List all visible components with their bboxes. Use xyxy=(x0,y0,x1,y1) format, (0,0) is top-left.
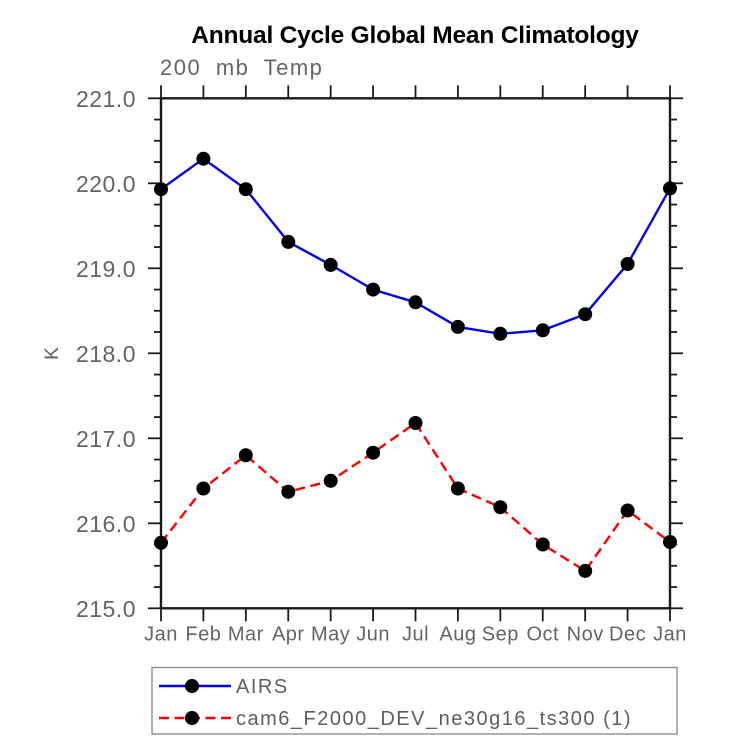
x-tick-label: Apr xyxy=(272,623,305,645)
cam6-data-point xyxy=(366,445,381,460)
x-tick-label: Dec xyxy=(609,623,646,645)
x-tick-label: Oct xyxy=(526,623,559,645)
x-tick-label: Jan xyxy=(144,623,178,645)
series-layer xyxy=(154,151,677,578)
y-tick-label: 215.0 xyxy=(76,596,136,622)
cam6-legend-marker xyxy=(185,711,199,725)
cam6-data-point xyxy=(323,473,338,488)
cam6-data-point xyxy=(154,535,168,550)
x-tick-label: May xyxy=(311,623,350,645)
y-tick-label: 217.0 xyxy=(76,426,136,452)
plot-frame xyxy=(159,97,672,610)
legend-item-airs: AIRS xyxy=(159,676,289,698)
y-tick-label: 220.0 xyxy=(76,171,136,197)
airs-data-point xyxy=(238,182,253,197)
x-tick-label: Feb xyxy=(185,623,221,645)
airs-data-point xyxy=(366,282,381,297)
airs-legend-label: AIRS xyxy=(236,676,289,698)
airs-legend-marker xyxy=(185,679,199,693)
cam6-data-point xyxy=(238,448,253,463)
cam6-legend-label: cam6_F2000_DEV_ne30g16_ts300 (1) xyxy=(236,708,632,730)
x-tick-label: Nov xyxy=(567,623,604,645)
airs-data-point xyxy=(408,295,423,310)
x-tick-label: Aug xyxy=(439,623,476,645)
y-tick-label: 218.0 xyxy=(76,341,136,367)
x-tick-label: Jun xyxy=(356,623,390,645)
y-tick-label: 221.0 xyxy=(76,86,136,112)
axes-layer: Jan Feb Mar Apr May Jun Jul Aug Sep Oct Nov Dec Jan 2… xyxy=(76,85,687,645)
cam6-data-point xyxy=(196,481,211,496)
cam6-data-point xyxy=(578,563,593,578)
x-tick-label: Jan xyxy=(653,623,687,645)
cam6-data-point xyxy=(493,500,508,515)
chart-subtitle: 200 mb Temp xyxy=(160,55,323,80)
airs-data-point xyxy=(620,257,635,271)
cam6-data-point xyxy=(450,481,465,496)
x-tick-label: Jul xyxy=(402,623,429,645)
x-tick-label: Sep xyxy=(482,623,519,645)
airs-data-point xyxy=(154,182,168,197)
airs-data-point xyxy=(535,323,550,338)
legend-box xyxy=(151,666,678,735)
cam6-data-point xyxy=(281,484,296,499)
cam6-data-point xyxy=(620,503,635,518)
airs-data-point xyxy=(493,326,508,341)
airs-data-point xyxy=(578,307,593,322)
airs-data-point xyxy=(450,319,465,334)
airs-data-point xyxy=(663,181,677,196)
chart-title: Annual Cycle Global Mean Climatology xyxy=(191,22,639,49)
y-axis-unit-label: K xyxy=(42,346,63,360)
airs-data-point xyxy=(196,151,211,166)
y-tick-label: 216.0 xyxy=(76,511,136,537)
cam6-line xyxy=(160,421,671,573)
legend: AIRS cam6_F2000_DEV_ne30g16_ts300 (1) xyxy=(151,666,678,735)
x-tick-label: Mar xyxy=(228,623,264,645)
airs-data-point xyxy=(281,234,296,249)
airs-data-point xyxy=(323,257,338,272)
y-tick-label: 219.0 xyxy=(76,256,136,282)
cam6-data-point xyxy=(535,537,550,552)
cam6-data-point xyxy=(663,535,677,549)
cam6-data-point xyxy=(408,416,423,430)
legend-item-cam6: cam6_F2000_DEV_ne30g16_ts300 (1) xyxy=(159,708,632,730)
